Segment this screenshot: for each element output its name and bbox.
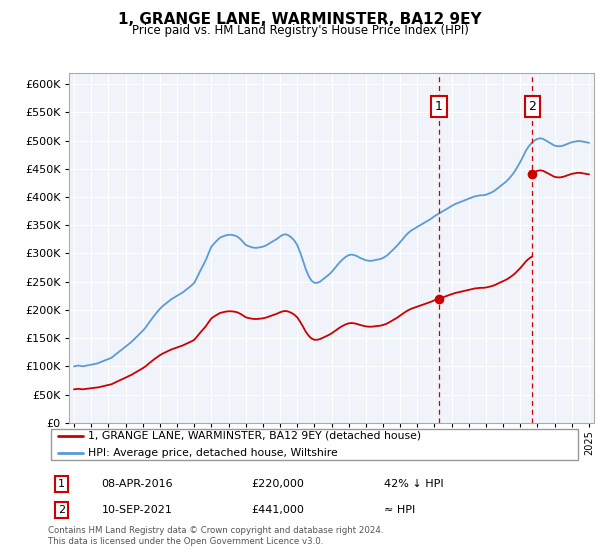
Text: 2: 2 <box>58 505 65 515</box>
Text: 1: 1 <box>58 479 65 489</box>
Text: ≈ HPI: ≈ HPI <box>385 505 416 515</box>
Text: 10-SEP-2021: 10-SEP-2021 <box>101 505 172 515</box>
FancyBboxPatch shape <box>50 429 578 460</box>
Text: £220,000: £220,000 <box>251 479 304 489</box>
Text: 2: 2 <box>529 100 536 113</box>
Text: 42% ↓ HPI: 42% ↓ HPI <box>385 479 444 489</box>
Text: Price paid vs. HM Land Registry's House Price Index (HPI): Price paid vs. HM Land Registry's House … <box>131 24 469 36</box>
Text: 08-APR-2016: 08-APR-2016 <box>101 479 173 489</box>
Text: HPI: Average price, detached house, Wiltshire: HPI: Average price, detached house, Wilt… <box>88 449 338 458</box>
Text: £441,000: £441,000 <box>251 505 304 515</box>
Text: 1, GRANGE LANE, WARMINSTER, BA12 9EY (detached house): 1, GRANGE LANE, WARMINSTER, BA12 9EY (de… <box>88 431 421 441</box>
Text: 1: 1 <box>435 100 443 113</box>
Text: Contains HM Land Registry data © Crown copyright and database right 2024.
This d: Contains HM Land Registry data © Crown c… <box>48 526 383 546</box>
Text: 1, GRANGE LANE, WARMINSTER, BA12 9EY: 1, GRANGE LANE, WARMINSTER, BA12 9EY <box>118 12 482 27</box>
